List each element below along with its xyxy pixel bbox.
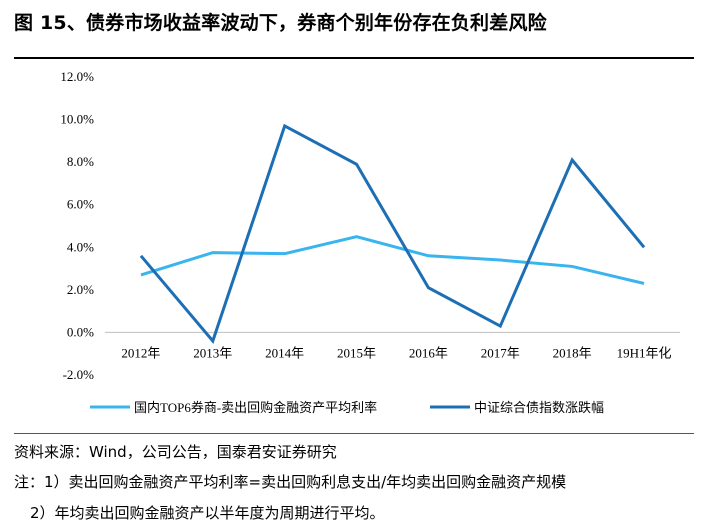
legend-label-2: 中证综合债指数涨跌幅: [474, 400, 604, 415]
y-tick-label: 8.0%: [67, 154, 94, 169]
legend-label-1: 国内TOP6券商-卖出回购金融资产平均利率: [134, 400, 377, 415]
x-axis-ticks: 2012年 2013年 2014年 2015年 2016年 2017年 2018年 19H1年…: [121, 345, 671, 360]
source-note: 资料来源：Wind，公司公告，国泰君安证券研究: [14, 443, 337, 461]
x-tick-label: 2014年: [265, 345, 304, 360]
y-tick-label: -2.0%: [63, 367, 95, 382]
footnote-2: 2）年均卖出回购金融资产以半年度为周期进行平均。: [30, 504, 385, 522]
y-tick-label: 2.0%: [67, 282, 94, 297]
series-line-1: [140, 235, 645, 285]
x-tick-label: 2017年: [481, 345, 520, 360]
y-axis-ticks: 12.0% 10.0% 8.0% 6.0% 4.0% 2.0% 0.0% -2.0%: [60, 69, 94, 382]
x-tick-label: 2015年: [337, 345, 376, 360]
y-tick-label: 10.0%: [60, 112, 94, 127]
series-lines: [139, 123, 646, 344]
y-tick-label: 0.0%: [67, 324, 94, 339]
x-tick-label: 2016年: [409, 345, 448, 360]
x-tick-label: 19H1年化: [617, 345, 672, 360]
source-rule: [14, 433, 694, 434]
series-line-2: [139, 123, 646, 344]
y-tick-label: 6.0%: [67, 197, 94, 212]
x-tick-label: 2012年: [121, 345, 160, 360]
title-rule: [14, 57, 694, 59]
line-chart: 12.0% 10.0% 8.0% 6.0% 4.0% 2.0% 0.0% -2.0% 2012…: [60, 69, 680, 415]
x-tick-label: 2018年: [553, 345, 592, 360]
legend: 国内TOP6券商-卖出回购金融资产平均利率 中证综合债指数涨跌幅: [90, 400, 604, 415]
y-tick-label: 12.0%: [60, 69, 94, 84]
figure-title: 图 15、债券市场收益率波动下，券商个别年份存在负利差风险: [14, 12, 547, 34]
y-tick-label: 4.0%: [67, 239, 94, 254]
x-tick-label: 2013年: [193, 345, 232, 360]
footnote-1: 注：1）卖出回购金融资产平均利率=卖出回购利息支出/年均卖出回购金融资产规模: [14, 473, 567, 491]
